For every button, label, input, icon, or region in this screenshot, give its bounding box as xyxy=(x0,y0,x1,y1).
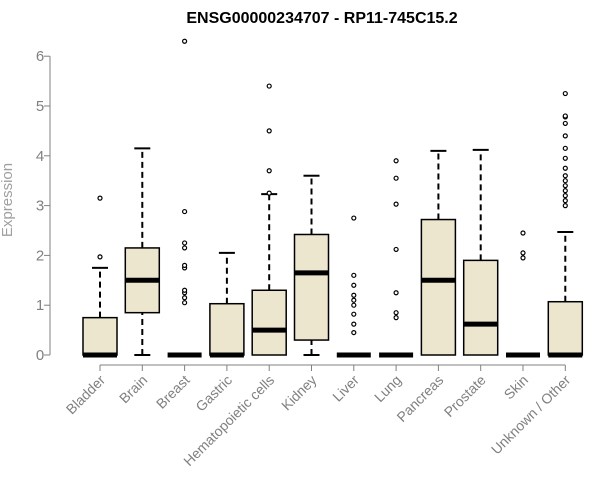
y-tick-label: 6 xyxy=(36,48,44,65)
box-rect xyxy=(547,300,584,356)
outlier-point xyxy=(562,198,568,204)
outlier-point xyxy=(266,168,272,174)
y-tick-label: 0 xyxy=(36,347,44,364)
box-liver xyxy=(336,215,371,358)
outlier-point xyxy=(351,282,357,288)
outlier-point xyxy=(351,321,357,327)
box-skin xyxy=(506,230,540,358)
boxes-group xyxy=(82,38,584,358)
box-rect xyxy=(462,259,499,356)
category-label: Lung xyxy=(371,372,404,405)
outlier-point xyxy=(562,183,568,189)
outlier-point xyxy=(351,292,357,298)
y-tick-label: 3 xyxy=(36,198,44,215)
y-tick-label: 2 xyxy=(36,247,44,264)
box-rect xyxy=(209,302,245,356)
outlier-point xyxy=(351,297,357,303)
category-label: Bladder xyxy=(63,372,109,418)
outlier-point xyxy=(562,133,568,139)
outlier-point xyxy=(182,38,188,44)
y-tick-label: 1 xyxy=(36,297,44,314)
outlier-point xyxy=(97,254,103,260)
outlier-point xyxy=(393,315,399,321)
outlier-point xyxy=(562,165,568,171)
box-gastric xyxy=(209,251,245,358)
outlier-point xyxy=(351,329,357,336)
box-rect xyxy=(82,316,118,356)
category-label: Unknown / Other xyxy=(488,372,574,458)
outlier-point xyxy=(562,113,568,119)
box-bladder xyxy=(82,195,118,358)
category-label: Kidney xyxy=(278,372,320,414)
outlier-point xyxy=(351,311,357,317)
box-breast xyxy=(167,38,202,358)
outlier-point xyxy=(182,240,188,246)
outlier-point xyxy=(266,128,272,134)
box-rect xyxy=(420,218,457,356)
box-rect xyxy=(251,289,287,356)
category-label: Skin xyxy=(501,372,532,403)
outlier-point xyxy=(351,302,357,308)
box-prostate xyxy=(462,148,499,356)
category-label: Pancreas xyxy=(393,372,446,425)
outlier-point xyxy=(562,90,568,97)
outlier-point xyxy=(520,255,526,261)
outlier-point xyxy=(520,250,526,256)
outlier-point xyxy=(520,230,526,236)
outlier-point xyxy=(351,215,357,221)
box-pancreas xyxy=(420,149,457,356)
outlier-point xyxy=(562,203,568,209)
category-label: Brain xyxy=(116,372,150,406)
outlier-point xyxy=(393,246,399,253)
outlier-point xyxy=(562,120,568,127)
outlier-point xyxy=(393,290,399,296)
outlier-point xyxy=(562,188,568,194)
outlier-point xyxy=(182,208,188,215)
outlier-point xyxy=(562,173,568,179)
box-brain xyxy=(124,147,161,356)
outlier-point xyxy=(393,158,399,164)
box-kidney xyxy=(293,174,330,356)
outlier-point xyxy=(97,195,103,201)
outlier-point xyxy=(182,245,188,251)
category-label: Breast xyxy=(153,372,193,412)
box-rect xyxy=(293,233,330,341)
outlier-point xyxy=(393,175,399,181)
outlier-point xyxy=(182,262,188,268)
outlier-point xyxy=(266,83,272,89)
box-lung xyxy=(379,158,414,358)
outlier-point xyxy=(562,155,568,161)
outlier-point xyxy=(182,295,188,301)
outlier-point xyxy=(393,201,399,207)
outlier-point xyxy=(562,193,568,199)
category-label: Liver xyxy=(329,372,362,405)
outlier-point xyxy=(182,300,188,306)
chart-title: ENSG00000234707 - RP11-745C15.2 xyxy=(186,10,457,27)
y-axis: 0 1 2 3 4 5 6 xyxy=(36,48,51,364)
box-unknown-other xyxy=(547,90,584,358)
outlier-point xyxy=(351,272,357,278)
outlier-point xyxy=(393,310,399,316)
y-tick-label: 4 xyxy=(36,148,44,165)
box-hematopoietic-cells xyxy=(251,83,287,356)
outlier-point xyxy=(562,145,568,151)
outlier-point xyxy=(182,287,188,293)
y-axis-label: Expression xyxy=(0,163,16,237)
y-tick-label: 5 xyxy=(36,98,44,115)
category-label: Prostate xyxy=(441,372,489,420)
outlier-point xyxy=(562,178,568,184)
outlier-point xyxy=(266,190,272,196)
